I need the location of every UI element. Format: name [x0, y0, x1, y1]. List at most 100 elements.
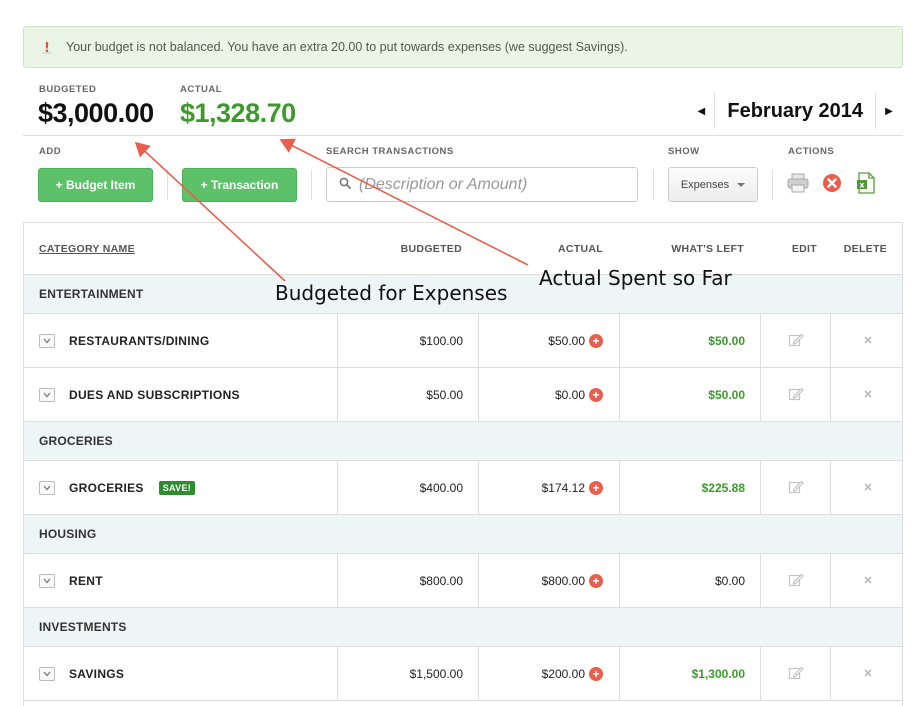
actual-cell: $200.00 + — [478, 647, 619, 701]
category-name-header[interactable]: CATEGORY NAME — [39, 242, 135, 255]
actual-cell: $0.00 + — [478, 368, 619, 422]
budgeted-cell: $50.00 — [337, 368, 478, 422]
actual-cell: $174.12 + — [478, 461, 619, 515]
add-transaction-button[interactable]: + Transaction — [182, 168, 297, 202]
edit-button[interactable] — [788, 572, 804, 591]
add-budget-item-button[interactable]: + Budget Item — [38, 168, 153, 202]
edit-button[interactable] — [788, 479, 804, 498]
delete-row-button[interactable] — [863, 574, 873, 588]
whats-left-amount: $50.00 — [708, 334, 745, 348]
expand-row-button[interactable] — [39, 334, 55, 348]
item-name-cell: RENT — [39, 554, 103, 608]
budgeted-amount: $1,500.00 — [409, 667, 463, 681]
delete-cell — [830, 314, 902, 368]
table-row: SAVINGS $1,500.00 $200.00 + $1,300.00 — [24, 647, 902, 701]
edit-button[interactable] — [788, 386, 804, 405]
warning-icon: ! — [38, 38, 56, 56]
whats-left-amount: $1,300.00 — [691, 667, 745, 681]
search-label: SEARCH TRANSACTIONS — [326, 146, 454, 157]
budgeted-label: BUDGETED — [39, 84, 97, 95]
item-name-cell: SAVINGS — [39, 647, 124, 701]
category-group-row: INVESTMENTS — [24, 608, 902, 647]
close-icon — [863, 336, 872, 344]
chevron-down-icon — [43, 338, 51, 344]
actual-amount: $200.00 — [541, 667, 585, 681]
delete-row-button[interactable] — [863, 667, 873, 681]
search-icon — [339, 176, 351, 194]
edit-header: EDIT — [791, 242, 817, 255]
divider — [772, 170, 773, 200]
close-icon — [863, 483, 872, 491]
pencil-icon — [788, 480, 804, 493]
printer-icon — [787, 173, 809, 193]
triangle-right-icon: ▶ — [885, 105, 893, 117]
whats-left-cell: $225.88 — [619, 461, 760, 515]
svg-text:x: x — [859, 181, 865, 190]
expand-row-button[interactable] — [39, 667, 55, 681]
chevron-down-icon — [43, 485, 51, 491]
previous-month-button[interactable]: ◀ — [688, 93, 714, 129]
pencil-icon — [788, 333, 804, 346]
delete-budget-button[interactable] — [821, 172, 843, 194]
item-name: RENT — [69, 574, 103, 588]
current-month: February 2014 — [727, 99, 863, 122]
cancel-circle-icon — [823, 174, 841, 192]
show-select[interactable]: Expenses — [668, 167, 758, 202]
print-button[interactable] — [787, 172, 809, 194]
close-icon — [863, 669, 872, 677]
next-month-button[interactable]: ▶ — [876, 93, 902, 129]
budgeted-total: $3,000.00 — [38, 98, 154, 128]
category-group-name: GROCERIES — [39, 434, 113, 448]
item-name-cell: RESTAURANTS/DINING — [39, 314, 210, 368]
save-badge: SAVE! — [158, 481, 196, 495]
expand-row-button[interactable] — [39, 481, 55, 495]
budgeted-amount: $50.00 — [426, 388, 463, 402]
budgeted-header: BUDGETED — [400, 242, 462, 255]
close-icon — [863, 390, 872, 398]
delete-cell — [830, 554, 902, 608]
edit-cell — [760, 647, 830, 701]
add-label: ADD — [39, 146, 62, 157]
actual-amount: $174.12 — [541, 481, 585, 495]
whats-left-cell: $0.00 — [619, 554, 760, 608]
edit-cell — [760, 368, 830, 422]
export-excel-button[interactable]: x — [855, 172, 877, 194]
header-divider — [23, 135, 903, 136]
divider — [653, 170, 654, 200]
delete-row-button[interactable] — [863, 388, 873, 402]
item-name: RESTAURANTS/DINING — [69, 334, 210, 348]
actual-total: $1,328.70 — [180, 98, 296, 128]
category-group-name: INVESTMENTS — [39, 620, 127, 634]
budgeted-cell: $1,500.00 — [337, 647, 478, 701]
table-row: GROCERIES SAVE! $400.00 $174.12 + $225.88 — [24, 461, 902, 515]
actual-amount: $0.00 — [554, 388, 585, 402]
add-transaction-plus-icon[interactable]: + — [589, 574, 603, 588]
delete-row-button[interactable] — [863, 334, 873, 348]
budget-table: CATEGORY NAME BUDGETED ACTUAL WHAT'S LEF… — [23, 222, 903, 706]
item-name-cell: DUES AND SUBSCRIPTIONS — [39, 368, 240, 422]
search-input[interactable] — [359, 175, 629, 194]
expand-row-button[interactable] — [39, 574, 55, 588]
whats-left-amount: $0.00 — [714, 574, 745, 588]
month-navigator: ◀ February 2014 ▶ — [688, 93, 902, 129]
delete-row-button[interactable] — [863, 481, 873, 495]
actual-header: ACTUAL — [558, 242, 603, 255]
chevron-down-icon — [43, 578, 51, 584]
edit-cell — [760, 461, 830, 515]
budgeted-cell: $100.00 — [337, 314, 478, 368]
add-transaction-plus-icon[interactable]: + — [589, 334, 603, 348]
edit-button[interactable] — [788, 332, 804, 351]
item-name: GROCERIES — [69, 481, 144, 495]
table-row: DUES AND SUBSCRIPTIONS $50.00 $0.00 + $50.00 — [24, 368, 902, 422]
pencil-icon — [788, 666, 804, 679]
edit-button[interactable] — [788, 665, 804, 684]
add-transaction-plus-icon[interactable]: + — [589, 481, 603, 495]
whats-left-cell: $50.00 — [619, 368, 760, 422]
edit-cell — [760, 554, 830, 608]
add-transaction-plus-icon[interactable]: + — [589, 667, 603, 681]
expand-row-button[interactable] — [39, 388, 55, 402]
add-transaction-plus-icon[interactable]: + — [589, 388, 603, 402]
actual-amount: $50.00 — [548, 334, 585, 348]
actual-amount: $800.00 — [541, 574, 585, 588]
table-header: CATEGORY NAME BUDGETED ACTUAL WHAT'S LEF… — [24, 223, 902, 275]
